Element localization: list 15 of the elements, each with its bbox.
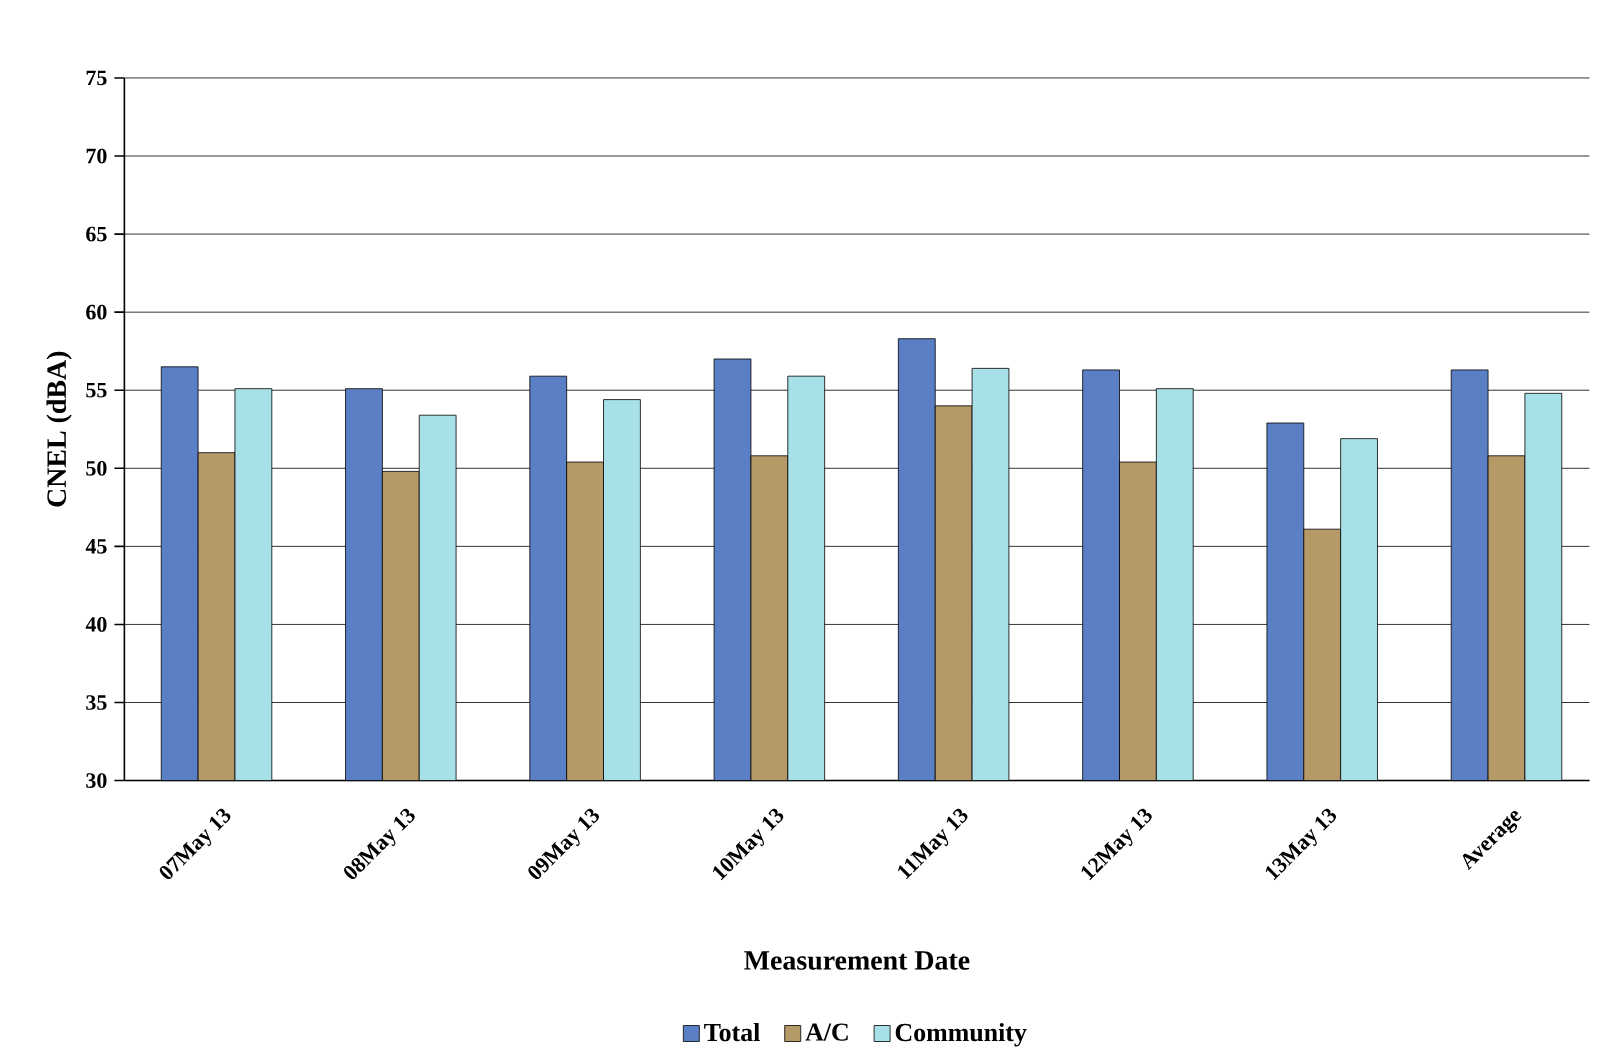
- y-tick-label: 50: [86, 460, 107, 476]
- y-tick-label: 65: [86, 226, 107, 242]
- y-axis-title: CNEL (dBA): [46, 351, 72, 507]
- y-tick-label: 40: [85, 617, 107, 632]
- y-tick-label: 35: [86, 695, 107, 710]
- y-tick-label: 75: [86, 70, 107, 86]
- x-axis-title: Measurement Date: [744, 951, 970, 970]
- y-tick-label: 70: [86, 148, 107, 164]
- legend-label: Total: [704, 1023, 760, 1042]
- y-tick-label: 45: [85, 539, 107, 554]
- y-tick-label: 30: [86, 773, 107, 788]
- legend-label: A/C: [805, 1023, 848, 1041]
- y-tick-label: 60: [86, 304, 107, 320]
- legend-label: Community: [895, 1023, 1027, 1047]
- y-tick-label: 55: [86, 382, 107, 398]
